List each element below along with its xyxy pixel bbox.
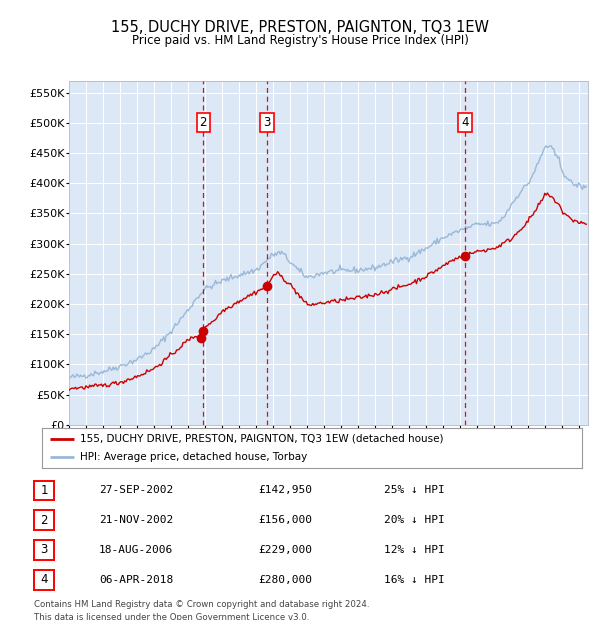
Text: £142,950: £142,950 <box>258 485 312 495</box>
Text: 4: 4 <box>461 117 469 130</box>
Text: 27-SEP-2002: 27-SEP-2002 <box>99 485 173 495</box>
Text: 2: 2 <box>200 117 207 130</box>
Text: 12% ↓ HPI: 12% ↓ HPI <box>384 545 445 555</box>
Text: 25% ↓ HPI: 25% ↓ HPI <box>384 485 445 495</box>
Text: 3: 3 <box>263 117 271 130</box>
Text: £280,000: £280,000 <box>258 575 312 585</box>
Text: 18-AUG-2006: 18-AUG-2006 <box>99 545 173 555</box>
Text: 155, DUCHY DRIVE, PRESTON, PAIGNTON, TQ3 1EW: 155, DUCHY DRIVE, PRESTON, PAIGNTON, TQ3… <box>111 20 489 35</box>
Text: 155, DUCHY DRIVE, PRESTON, PAIGNTON, TQ3 1EW (detached house): 155, DUCHY DRIVE, PRESTON, PAIGNTON, TQ3… <box>80 433 443 444</box>
Text: 4: 4 <box>40 574 48 586</box>
Text: £229,000: £229,000 <box>258 545 312 555</box>
Text: 21-NOV-2002: 21-NOV-2002 <box>99 515 173 525</box>
Text: Contains HM Land Registry data © Crown copyright and database right 2024.: Contains HM Land Registry data © Crown c… <box>34 600 370 609</box>
Text: Price paid vs. HM Land Registry's House Price Index (HPI): Price paid vs. HM Land Registry's House … <box>131 35 469 47</box>
Text: This data is licensed under the Open Government Licence v3.0.: This data is licensed under the Open Gov… <box>34 613 310 620</box>
Text: 20% ↓ HPI: 20% ↓ HPI <box>384 515 445 525</box>
Text: 06-APR-2018: 06-APR-2018 <box>99 575 173 585</box>
Text: 2: 2 <box>40 514 48 526</box>
Text: HPI: Average price, detached house, Torbay: HPI: Average price, detached house, Torb… <box>80 452 307 463</box>
Text: 1: 1 <box>40 484 48 497</box>
Text: 3: 3 <box>40 544 48 556</box>
Text: 16% ↓ HPI: 16% ↓ HPI <box>384 575 445 585</box>
Text: £156,000: £156,000 <box>258 515 312 525</box>
